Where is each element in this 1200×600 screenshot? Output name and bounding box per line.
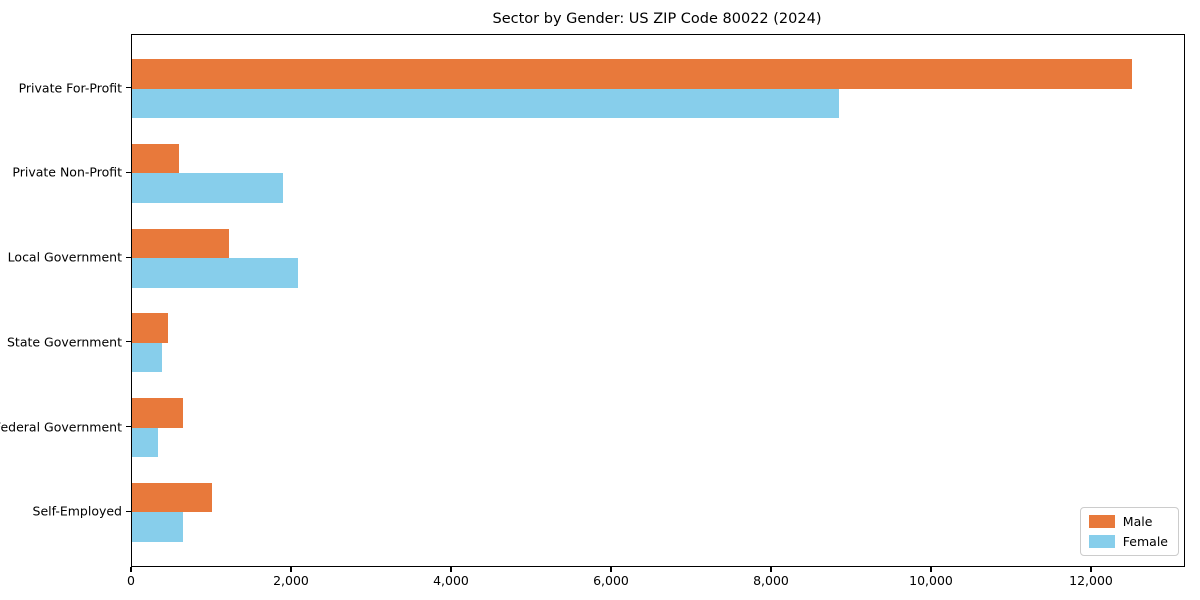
- xtick-mark: [130, 566, 132, 572]
- bar-male-private-non-profit: [132, 143, 180, 174]
- xtick-mark: [930, 566, 932, 572]
- ytick-mark: [126, 425, 131, 428]
- bar-female-self-employed: [132, 512, 184, 542]
- xtick-label-8000: 8,000: [753, 573, 789, 588]
- legend: Male Female: [1079, 507, 1179, 556]
- xtick-label-10000: 10,000: [909, 573, 953, 588]
- xtick-mark: [290, 566, 292, 572]
- xtick-mark: [770, 566, 772, 572]
- ytick-mark: [126, 171, 131, 174]
- xtick-mark: [1090, 566, 1092, 572]
- legend-row-male: Male: [1088, 514, 1168, 529]
- bar-female-local-government: [132, 258, 299, 288]
- xtick-mark: [610, 566, 612, 572]
- ytick-mark: [126, 341, 131, 343]
- bar-female-private-for-profit: [132, 88, 840, 119]
- xtick-label-4000: 4,000: [433, 573, 469, 588]
- ytick-label-federal-government: Federal Government: [0, 419, 122, 435]
- bar-male-private-for-profit: [132, 59, 1132, 89]
- bar-male-local-government: [132, 228, 229, 259]
- legend-swatch-female: [1088, 535, 1115, 548]
- legend-label-female: Female: [1122, 534, 1168, 549]
- bar-male-self-employed: [132, 482, 212, 513]
- legend-label-male: Male: [1122, 514, 1153, 529]
- ytick-mark: [126, 87, 131, 89]
- bar-female-state-government: [132, 342, 163, 373]
- plot-area: Male Female: [131, 34, 1185, 567]
- xtick-label-12000: 12,000: [1069, 573, 1113, 588]
- ytick-label-self-employed: Self-Employed: [32, 503, 122, 519]
- ytick-label-private-for-profit: Private For-Profit: [18, 80, 122, 96]
- ytick-label-state-government: State Government: [6, 334, 122, 350]
- xtick-label-0: 0: [127, 573, 135, 588]
- legend-swatch-male: [1088, 515, 1115, 528]
- ytick-label-private-non-profit: Private Non-Profit: [12, 164, 122, 180]
- legend-row-female: Female: [1088, 534, 1168, 549]
- xtick-mark: [450, 566, 452, 572]
- xtick-label-6000: 6,000: [593, 573, 629, 588]
- bar-male-federal-government: [132, 397, 184, 428]
- ytick-mark: [126, 256, 131, 258]
- chart-title: Sector by Gender: US ZIP Code 80022 (202…: [492, 11, 822, 27]
- bar-female-federal-government: [132, 427, 159, 458]
- bar-female-private-non-profit: [132, 173, 284, 204]
- ytick-label-local-government: Local Government: [7, 249, 122, 265]
- ytick-mark: [126, 510, 131, 512]
- xtick-label-2000: 2,000: [273, 573, 309, 588]
- bar-male-state-government: [132, 313, 168, 343]
